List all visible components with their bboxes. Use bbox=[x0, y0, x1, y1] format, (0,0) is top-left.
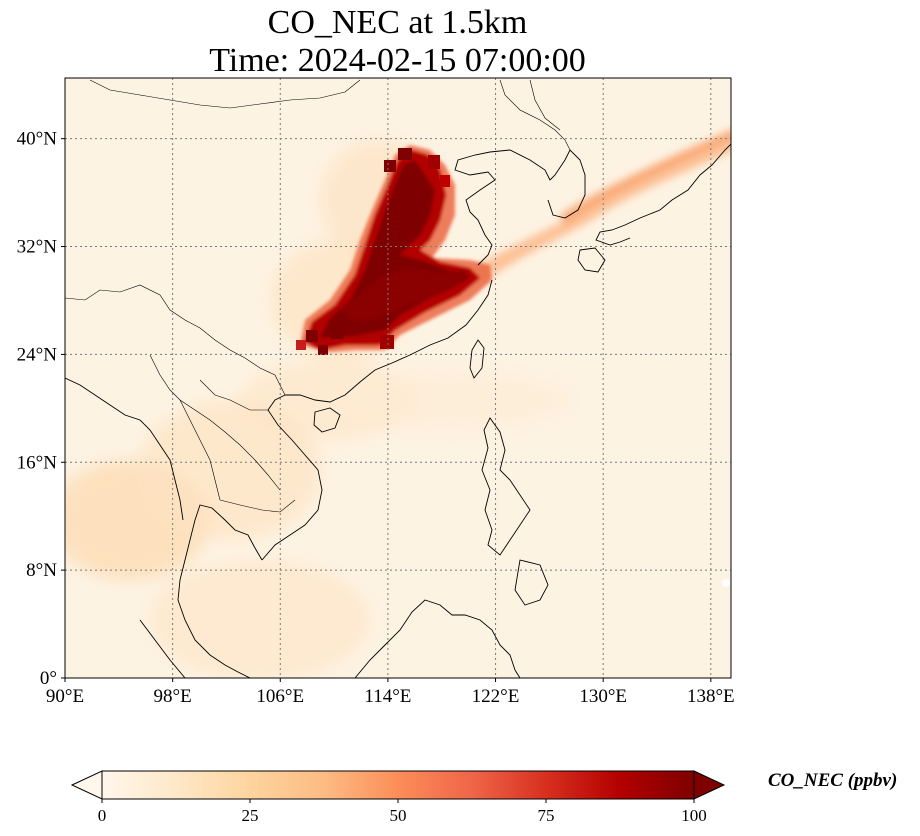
colorbar-extend-min bbox=[70, 770, 103, 800]
colorbar-extend-max bbox=[693, 770, 726, 800]
lon-tick-label: 138°E bbox=[687, 686, 735, 707]
lat-tick-label: 40°N bbox=[17, 129, 58, 150]
colorbar-title: CO_NEC (ppbv) bbox=[768, 770, 898, 791]
colorbar-tick-label: 75 bbox=[538, 806, 555, 825]
latitude-axis: 0° 8°N 16°N 24°N 32°N 40°N bbox=[17, 129, 65, 689]
gridlines bbox=[65, 78, 731, 678]
lat-tick-label: 16°N bbox=[17, 452, 58, 473]
map-frame bbox=[64, 77, 732, 679]
lon-tick-label: 98°E bbox=[154, 686, 192, 707]
co-concentration-field bbox=[65, 78, 731, 678]
longitude-axis: 90°E 98°E 106°E 114°E 122°E 130°E 138°E bbox=[46, 678, 735, 707]
coastlines bbox=[65, 143, 731, 678]
northeast-plume bbox=[470, 129, 731, 285]
lon-tick-label: 114°E bbox=[364, 686, 411, 707]
colorbar-tick-label: 0 bbox=[98, 806, 107, 825]
lon-tick-label: 122°E bbox=[472, 686, 520, 707]
lat-tick-label: 32°N bbox=[17, 237, 58, 258]
lat-tick-label: 24°N bbox=[17, 344, 58, 365]
colorbar-tick-label: 25 bbox=[242, 806, 259, 825]
lat-tick-label: 0° bbox=[40, 668, 57, 689]
lon-tick-label: 90°E bbox=[46, 686, 84, 707]
plume-blocks bbox=[296, 148, 450, 355]
lon-tick-label: 106°E bbox=[256, 686, 304, 707]
colorbar-tick-label: 100 bbox=[681, 806, 707, 825]
country-borders bbox=[65, 79, 571, 513]
lat-tick-label: 8°N bbox=[26, 560, 57, 581]
colorbar-ticks: 0 25 50 75 100 bbox=[98, 799, 707, 825]
colorbar: 0 25 50 75 100 bbox=[70, 770, 726, 825]
main-plume bbox=[300, 145, 492, 352]
lon-tick-label: 130°E bbox=[579, 686, 627, 707]
map-title-line2: Time: 2024-02-15 07:00:00 bbox=[209, 42, 586, 79]
colorbar-gradient bbox=[102, 771, 694, 799]
map-title-line1: CO_NEC at 1.5km bbox=[267, 4, 528, 41]
colorbar-tick-label: 50 bbox=[390, 806, 407, 825]
